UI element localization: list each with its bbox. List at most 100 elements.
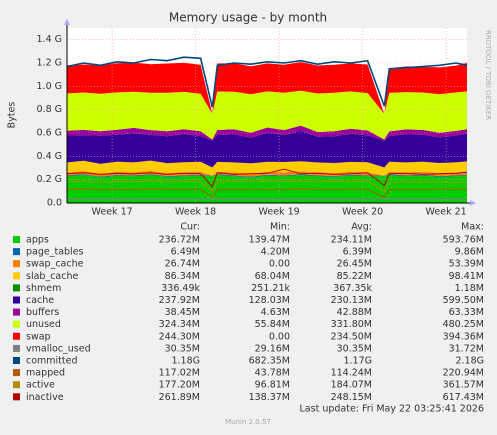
- x-arrow: [470, 200, 476, 206]
- legend-swatch: [13, 369, 20, 376]
- y-axis-label: Bytes: [7, 102, 18, 129]
- legend-stat: 55.84M: [255, 319, 290, 330]
- legend-stat: 1.17G: [343, 356, 372, 367]
- x-tick-label: Week 20: [342, 207, 383, 218]
- legend-column-header: Min:: [270, 222, 290, 233]
- y-tick-label: 0.4 G: [37, 151, 63, 162]
- legend-stat: 234.50M: [331, 331, 372, 342]
- legend-stat: 331.80M: [331, 319, 372, 330]
- x-tick-label: Week 17: [92, 207, 133, 218]
- legend-swatch: [13, 333, 20, 340]
- legend-stat: 38.45M: [165, 307, 200, 318]
- side-text: RRDTOOL / TOBI OETIKER: [484, 30, 492, 120]
- legend-entry: swap: [26, 331, 51, 342]
- legend-swatch: [13, 393, 20, 400]
- y-tick-label: 0.6 G: [37, 128, 63, 139]
- legend-stat: 220.94M: [443, 368, 484, 379]
- legend-stat: 26.74M: [165, 259, 200, 270]
- legend-stat: 63.33M: [449, 307, 484, 318]
- legend-swatch: [13, 381, 20, 388]
- legend-stat: 367.35k: [333, 283, 372, 294]
- legend-stat: 0.00: [269, 331, 290, 342]
- legend-entry: inactive: [26, 392, 64, 403]
- legend-stat: 1.18G: [171, 356, 200, 367]
- legend-stat: 234.11M: [331, 235, 372, 246]
- legend-stat: 117.02M: [159, 368, 200, 379]
- legend-entry: slab_cache: [26, 271, 78, 282]
- legend-stat: 617.43M: [443, 392, 484, 403]
- legend-entry: page_tables: [26, 247, 84, 258]
- legend-stat: 9.86M: [455, 247, 484, 258]
- legend-entry: buffers: [26, 307, 59, 318]
- legend-stat: 261.89M: [159, 392, 200, 403]
- legend-stat: 4.63M: [261, 307, 290, 318]
- y-tick-label: 0.8 G: [37, 104, 63, 115]
- legend-column-header: Avg:: [351, 222, 372, 233]
- legend-swatch: [13, 345, 20, 352]
- legend-stat: 244.30M: [159, 331, 200, 342]
- x-tick-label: Week 21: [426, 207, 467, 218]
- legend-entry: active: [26, 380, 55, 391]
- legend-stat: 251.21k: [251, 283, 290, 294]
- legend-swatch: [13, 260, 20, 267]
- chart-title: Memory usage - by month: [169, 11, 327, 25]
- legend-swatch: [13, 297, 20, 304]
- legend-stat: 177.20M: [159, 380, 200, 391]
- legend-stat: 480.25M: [443, 319, 484, 330]
- legend-entry: cache: [26, 295, 54, 306]
- legend-swatch: [13, 236, 20, 243]
- legend-stat: 1.18M: [455, 283, 484, 294]
- legend-stat: 236.72M: [159, 235, 200, 246]
- legend-stat: 682.35M: [249, 356, 290, 367]
- y-tick-label: 1.0 G: [37, 81, 63, 92]
- y-tick-label: 0.0: [47, 198, 62, 209]
- legend-swatch: [13, 284, 20, 291]
- legend-stat: 98.41M: [449, 271, 484, 282]
- legend-swatch: [13, 272, 20, 279]
- legend-stat: 128.03M: [249, 295, 290, 306]
- legend-stat: 184.07M: [331, 380, 372, 391]
- legend-entry: apps: [26, 235, 49, 246]
- legend-stat: 324.34M: [159, 319, 200, 330]
- legend-stat: 2.18G: [455, 356, 484, 367]
- legend-swatch: [13, 248, 20, 255]
- footer: Last update: Fri May 22 03:25:41 2026: [300, 404, 484, 415]
- legend-stat: 6.49M: [171, 247, 200, 258]
- y-tick-label: 0.2 G: [37, 174, 63, 185]
- y-arrow: [64, 19, 70, 25]
- legend-stat: 31.72M: [449, 343, 484, 354]
- legend-stat: 230.13M: [331, 295, 372, 306]
- legend-stat: 599.50M: [443, 295, 484, 306]
- legend-stat: 0.00: [269, 259, 290, 270]
- y-tick-label: 1.2 G: [37, 58, 63, 69]
- x-tick-label: Week 19: [259, 207, 300, 218]
- legend-entry: mapped: [26, 368, 65, 379]
- legend-stat: 42.88M: [337, 307, 372, 318]
- legend-stat: 394.36M: [443, 331, 484, 342]
- legend-column-header: Cur:: [180, 222, 200, 233]
- legend-stat: 4.20M: [261, 247, 290, 258]
- y-tick-label: 1.4 G: [37, 34, 63, 45]
- legend-stat: 26.45M: [337, 259, 372, 270]
- legend-stat: 361.57M: [443, 380, 484, 391]
- legend-stat: 593.76M: [443, 235, 484, 246]
- legend-stat: 30.35M: [337, 343, 372, 354]
- legend-stat: 336.49k: [161, 283, 200, 294]
- legend-stat: 68.04M: [255, 271, 290, 282]
- legend-stat: 30.35M: [165, 343, 200, 354]
- legend-swatch: [13, 321, 20, 328]
- version: Munin 2.0.57: [225, 418, 271, 426]
- legend-swatch: [13, 357, 20, 364]
- area-apps: [67, 175, 467, 203]
- legend-stat: 114.24M: [331, 368, 372, 379]
- legend-stat: 6.39M: [343, 247, 372, 258]
- legend-column-header: Max:: [461, 222, 484, 233]
- legend-stat: 43.78M: [255, 368, 290, 379]
- legend-stat: 139.47M: [249, 235, 290, 246]
- legend: Cur: Min: Avg: Max: apps 236.72M 139.47M 234.11…: [13, 222, 484, 403]
- x-tick-label: Week 18: [175, 207, 216, 218]
- legend-stat: 96.81M: [255, 380, 290, 391]
- legend-entry: committed: [26, 356, 78, 367]
- legend-entry: swap_cache: [26, 259, 84, 270]
